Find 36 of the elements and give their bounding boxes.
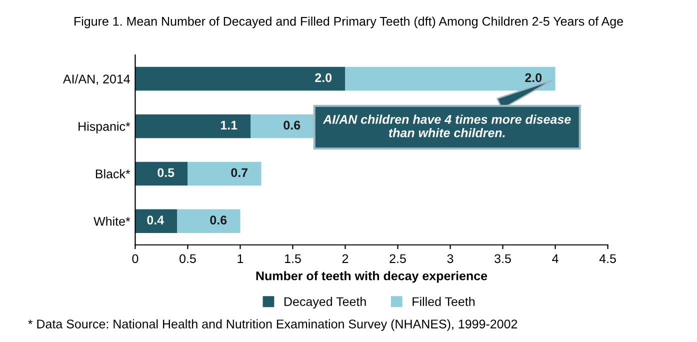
x-tick-label: 0 (132, 254, 138, 264)
data-label: 0.5 (158, 168, 174, 178)
legend-label: Decayed Teeth (284, 296, 366, 309)
x-tick-label: 4 (552, 254, 558, 263)
y-tick-label: Hispanic* (78, 122, 130, 134)
data-label: 2.0 (525, 73, 542, 82)
x-tick-label: 2.5 (390, 254, 406, 264)
bar (135, 209, 178, 234)
chart-title: Figure 1. Mean Number of Decayed and Filled Primary Teeth (dft) Among Children 2-5 Years of Age (74, 16, 623, 28)
bar (135, 162, 188, 186)
y-tick-label: AI/AN, 2014 (62, 74, 130, 85)
x-tick-label: 1 (238, 254, 244, 263)
bar (250, 114, 314, 138)
x-axis-title: Number of teeth with decay experience (256, 271, 488, 283)
y-tick-label: White* (94, 216, 130, 226)
bar (177, 209, 240, 234)
x-tick-label: 0.5 (180, 254, 196, 264)
data-label: 0.7 (231, 168, 248, 178)
x-tick-label: 2 (342, 254, 348, 263)
legend-label: Filled Teeth (412, 296, 475, 306)
x-tick-label: 1.5 (285, 254, 301, 264)
x-tick-label: 4.5 (599, 254, 616, 264)
data-label: 0.6 (284, 120, 300, 130)
annotation: AI/AN children have 4 times more disease than white children. (322, 114, 571, 138)
data-label: 0.6 (210, 216, 227, 224)
data-label: 1.1 (220, 120, 238, 130)
text: * Data Source: National Health and Nutrition Examination Survey (NHANES), 1999-2002 (28, 319, 518, 331)
y-tick-label: Black* (96, 169, 130, 178)
bar (135, 114, 251, 138)
x-tick-label: 3.5 (494, 254, 511, 264)
data-label: 0.4 (147, 216, 164, 224)
bar (135, 66, 346, 91)
x-tick-label: 3 (447, 254, 454, 264)
data-label: 2.0 (315, 73, 332, 82)
bar (188, 162, 262, 186)
bar (345, 66, 556, 91)
